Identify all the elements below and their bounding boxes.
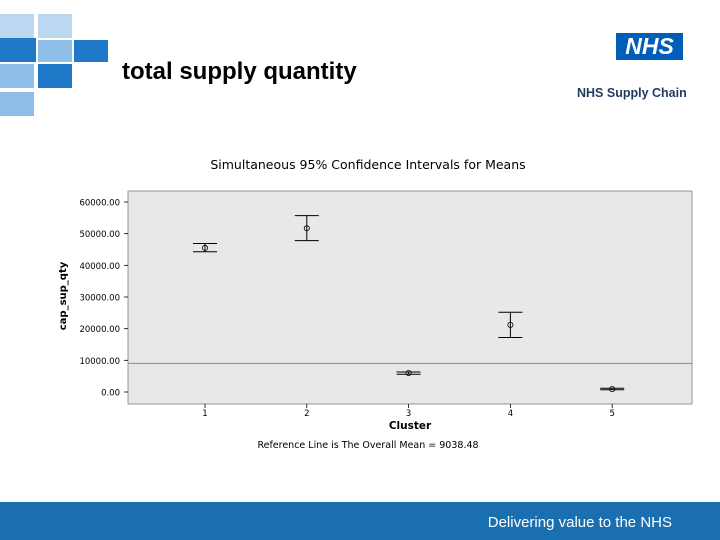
footer-bar: Delivering value to the NHS bbox=[0, 502, 720, 540]
slide-title: total supply quantity bbox=[122, 58, 357, 85]
x-axis-label: Cluster bbox=[389, 420, 432, 432]
x-tick-label: 5 bbox=[609, 409, 614, 419]
y-tick-label: 10000.00 bbox=[79, 357, 120, 367]
y-axis-label: cap_sup_qty bbox=[58, 261, 69, 330]
decor-square bbox=[0, 64, 34, 88]
y-tick-label: 20000.00 bbox=[79, 325, 120, 335]
org-subtitle: NHS Supply Chain bbox=[577, 86, 687, 100]
x-tick-label: 2 bbox=[304, 409, 309, 419]
ci-chart: Simultaneous 95% Confidence Intervals fo… bbox=[58, 157, 693, 451]
nhs-logo: NHS bbox=[616, 33, 683, 60]
mean-point bbox=[609, 386, 616, 393]
x-tick-label: 4 bbox=[508, 409, 513, 419]
y-tick-label: 60000.00 bbox=[79, 199, 120, 209]
decor-square bbox=[0, 38, 36, 62]
chart-footnote: Reference Line is The Overall Mean = 903… bbox=[257, 440, 478, 451]
decor-square bbox=[0, 92, 34, 116]
decor-square bbox=[38, 40, 72, 62]
y-tick-label: 0.00 bbox=[101, 389, 120, 399]
y-tick-label: 30000.00 bbox=[79, 294, 120, 304]
decor-square bbox=[0, 14, 34, 38]
y-tick-label: 50000.00 bbox=[79, 230, 120, 240]
footer-text: Delivering value to the NHS bbox=[487, 514, 672, 531]
decor-square bbox=[74, 40, 108, 62]
x-tick-label: 1 bbox=[202, 409, 207, 419]
mean-point bbox=[507, 321, 514, 328]
mean-point bbox=[303, 225, 310, 232]
chart-title: Simultaneous 95% Confidence Intervals fo… bbox=[210, 157, 525, 172]
decor-square bbox=[38, 14, 72, 38]
mean-point bbox=[405, 369, 412, 376]
plot-area bbox=[127, 190, 693, 405]
decor-square bbox=[38, 64, 72, 88]
x-tick-label: 3 bbox=[406, 409, 411, 419]
mean-point bbox=[201, 244, 208, 251]
y-tick-label: 40000.00 bbox=[79, 262, 120, 272]
